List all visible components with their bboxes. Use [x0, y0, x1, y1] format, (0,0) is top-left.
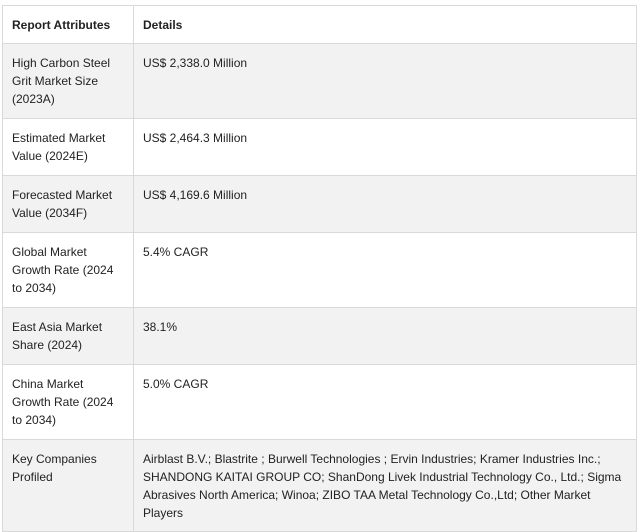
table-row: Key Companies Profiled Airblast B.V.; Bl…	[2, 439, 637, 532]
table-row: East Asia Market Share (2024) 38.1%	[2, 307, 637, 365]
row-detail: US$ 2,338.0 Million	[133, 43, 637, 119]
row-detail: Airblast B.V.; Blastrite ; Burwell Techn…	[133, 439, 637, 532]
row-attribute: East Asia Market Share (2024)	[2, 307, 134, 365]
table-header-row: Report Attributes Details	[2, 5, 637, 44]
header-report-attributes: Report Attributes	[2, 5, 134, 44]
table-row: China Market Growth Rate (2024 to 2034) …	[2, 364, 637, 440]
row-attribute: China Market Growth Rate (2024 to 2034)	[2, 364, 134, 440]
row-attribute: High Carbon Steel Grit Market Size (2023…	[2, 43, 134, 119]
row-detail: 5.4% CAGR	[133, 232, 637, 308]
row-detail: 38.1%	[133, 307, 637, 365]
row-attribute: Key Companies Profiled	[2, 439, 134, 532]
table-row: Global Market Growth Rate (2024 to 2034)…	[2, 232, 637, 308]
row-attribute: Estimated Market Value (2024E)	[2, 118, 134, 176]
row-attribute: Global Market Growth Rate (2024 to 2034)	[2, 232, 134, 308]
table-row: High Carbon Steel Grit Market Size (2023…	[2, 43, 637, 119]
table-row: Forecasted Market Value (2034F) US$ 4,16…	[2, 175, 637, 233]
row-detail: US$ 2,464.3 Million	[133, 118, 637, 176]
row-detail: 5.0% CAGR	[133, 364, 637, 440]
header-details: Details	[133, 5, 637, 44]
table-row: Estimated Market Value (2024E) US$ 2,464…	[2, 118, 637, 176]
report-attributes-table: Report Attributes Details High Carbon St…	[2, 5, 637, 532]
row-attribute: Forecasted Market Value (2034F)	[2, 175, 134, 233]
row-detail: US$ 4,169.6 Million	[133, 175, 637, 233]
report-attributes-table-container: Report Attributes Details High Carbon St…	[2, 5, 637, 532]
